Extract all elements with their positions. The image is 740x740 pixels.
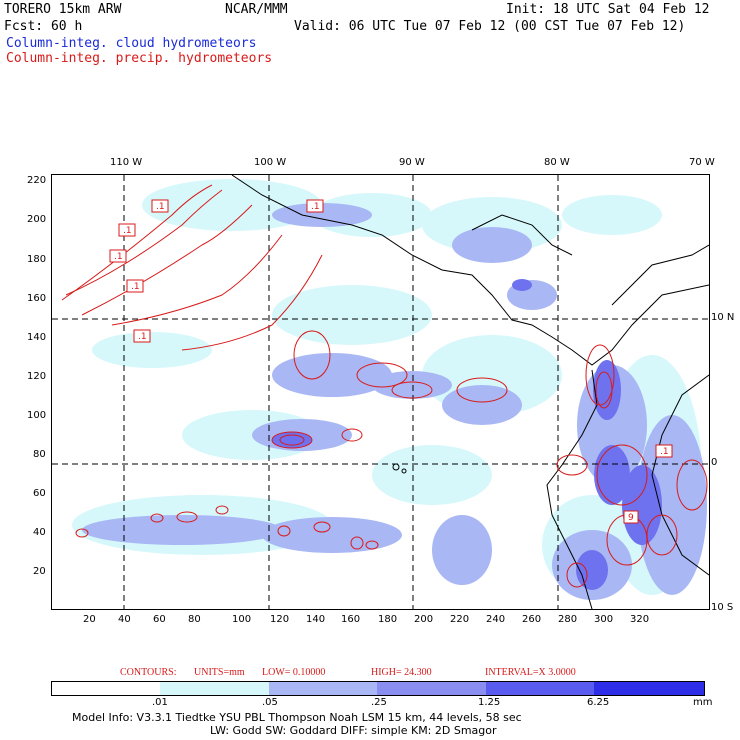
lon-label-80w: 80 W bbox=[544, 157, 570, 168]
contour-label: .1 bbox=[660, 447, 669, 457]
contour-label: .1 bbox=[156, 202, 165, 212]
legend-value: 6.25 bbox=[587, 697, 610, 708]
contours-units: UNITS=mm bbox=[194, 667, 245, 678]
init-time: Init: 18 UTC Sat 04 Feb 12 bbox=[506, 2, 710, 17]
y-tick: 200 bbox=[27, 214, 47, 225]
field-cloud-label: Column-integ. cloud hydrometeors bbox=[6, 36, 257, 51]
contour-label: .1 bbox=[311, 202, 320, 212]
x-tick: 100 bbox=[232, 614, 252, 625]
lat-label-10s: 10 S bbox=[711, 602, 734, 613]
valid-time: Valid: 06 UTC Tue 07 Feb 12 (00 CST Tue … bbox=[294, 19, 686, 34]
contour-label: 9 bbox=[628, 513, 634, 523]
x-tick: 280 bbox=[558, 614, 578, 625]
contour-label: .1 bbox=[123, 226, 132, 236]
legend-swatch bbox=[160, 682, 269, 695]
x-tick: 20 bbox=[83, 614, 96, 625]
x-tick: 140 bbox=[306, 614, 326, 625]
x-tick: 40 bbox=[118, 614, 131, 625]
x-tick: 120 bbox=[270, 614, 290, 625]
map-canvas: .1 .1 .1 .1 .1 .1 .1 9 bbox=[52, 175, 709, 609]
y-tick: 40 bbox=[33, 527, 46, 538]
contours-low: LOW= 0.10000 bbox=[262, 667, 326, 678]
x-tick: 240 bbox=[486, 614, 506, 625]
lon-label-90w: 90 W bbox=[399, 157, 425, 168]
legend-value: .01 bbox=[152, 697, 168, 708]
legend-value: .25 bbox=[371, 697, 387, 708]
x-tick: 300 bbox=[594, 614, 614, 625]
lat-label-0: 0 bbox=[711, 457, 718, 468]
contours-high: HIGH= 24.300 bbox=[371, 667, 432, 678]
contours-interval: INTERVAL=X 3.0000 bbox=[485, 667, 576, 678]
legend-swatch bbox=[269, 682, 377, 695]
lon-label-110w: 110 W bbox=[110, 157, 143, 168]
contour-label: .1 bbox=[138, 332, 147, 342]
legend-swatch bbox=[486, 682, 594, 695]
x-tick: 80 bbox=[188, 614, 201, 625]
y-tick: 100 bbox=[27, 410, 47, 421]
cloud-medium-fill bbox=[82, 203, 707, 600]
legend-value: 1.25 bbox=[478, 697, 501, 708]
y-tick: 60 bbox=[33, 488, 46, 499]
field-precip-label: Column-integ. precip. hydrometeors bbox=[6, 51, 273, 66]
y-tick: 160 bbox=[27, 293, 47, 304]
y-tick: 80 bbox=[33, 449, 46, 460]
legend-unit: mm bbox=[693, 697, 713, 708]
x-tick: 220 bbox=[450, 614, 470, 625]
coastline bbox=[231, 175, 709, 609]
legend-swatch bbox=[594, 682, 704, 695]
x-tick: 200 bbox=[414, 614, 434, 625]
cloud-dense-fill bbox=[272, 279, 662, 590]
lon-label-70w: 70 W bbox=[689, 157, 715, 168]
y-tick: 20 bbox=[33, 566, 46, 577]
y-tick: 180 bbox=[27, 254, 47, 265]
x-tick: 160 bbox=[341, 614, 361, 625]
y-tick: 120 bbox=[27, 371, 47, 382]
x-tick: 260 bbox=[522, 614, 542, 625]
model-title: TORERO 15km ARW bbox=[4, 2, 122, 17]
legend-colorbar bbox=[51, 681, 705, 696]
model-info: Model Info: V3.3.1 Tiedtke YSU PBL Thomp… bbox=[72, 711, 522, 724]
contours-label: CONTOURS: bbox=[120, 667, 177, 678]
physics-info: LW: Godd SW: Goddard DIFF: simple KM: 2D… bbox=[210, 724, 497, 737]
contour-label: .1 bbox=[131, 282, 140, 292]
x-tick: 60 bbox=[153, 614, 166, 625]
grid-lines bbox=[52, 175, 709, 609]
x-tick: 320 bbox=[630, 614, 650, 625]
lat-label-10n: 10 N bbox=[711, 312, 735, 323]
contour-label: .1 bbox=[114, 252, 123, 262]
contour-label-texts: .1 .1 .1 .1 .1 .1 .1 9 bbox=[114, 202, 669, 523]
lon-label-100w: 100 W bbox=[254, 157, 287, 168]
y-tick: 220 bbox=[27, 175, 47, 186]
contour-label-boxes bbox=[109, 199, 673, 524]
legend-swatch bbox=[377, 682, 486, 695]
x-tick: 180 bbox=[378, 614, 398, 625]
y-tick: 140 bbox=[27, 332, 47, 343]
legend-value: .05 bbox=[262, 697, 278, 708]
org-label: NCAR/MMM bbox=[225, 2, 288, 17]
forecast-hour: Fcst: 60 h bbox=[4, 19, 83, 34]
forecast-map: .1 .1 .1 .1 .1 .1 .1 9 bbox=[51, 174, 710, 610]
legend-swatch bbox=[52, 682, 160, 695]
